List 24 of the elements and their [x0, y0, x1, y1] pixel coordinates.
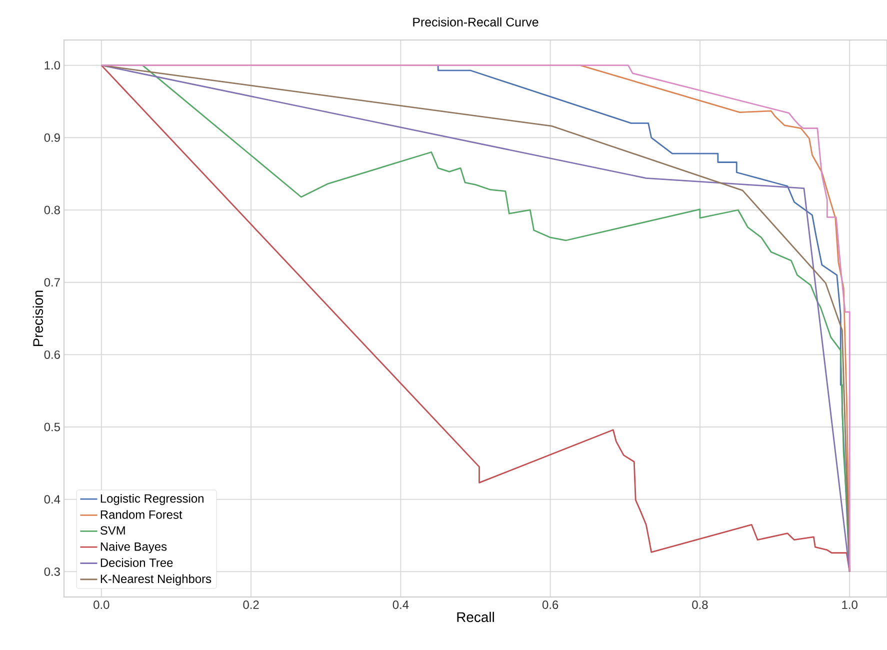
chart-title: Precision-Recall Curve	[413, 17, 538, 27]
x-tick-label: 0.0	[94, 600, 110, 609]
y-tick-label: 0.9	[44, 133, 60, 142]
legend-label: Naive Bayes	[100, 542, 167, 554]
legend-label: SVM	[100, 526, 125, 535]
y-tick-label: 1.0	[44, 61, 60, 70]
y-tick-label: 0.3	[44, 567, 60, 576]
x-tick-label: 0.2	[243, 600, 259, 609]
x-tick-label: 0.8	[692, 600, 708, 609]
legend-label: K-Nearest Neighbors	[100, 574, 212, 586]
legend-label: Random Forest	[100, 510, 182, 519]
legend-label: Logistic Regression	[100, 494, 204, 506]
x-tick-label: 1.0	[842, 600, 858, 609]
x-tick-label: 0.4	[392, 600, 409, 609]
y-tick-label: 0.8	[44, 206, 60, 214]
x-tick-label: 0.6	[542, 600, 558, 609]
y-tick-label: 0.4	[44, 495, 60, 504]
y-tick-label: 0.6	[44, 350, 60, 359]
y-axis-title: Precision	[32, 290, 44, 346]
y-tick-label: 0.5	[44, 422, 60, 432]
y-tick-label: 0.7	[44, 278, 60, 287]
line-series	[100, 64, 850, 572]
x-axis-title: Recall	[457, 612, 494, 622]
legend-label: Decision Tree	[100, 558, 173, 567]
